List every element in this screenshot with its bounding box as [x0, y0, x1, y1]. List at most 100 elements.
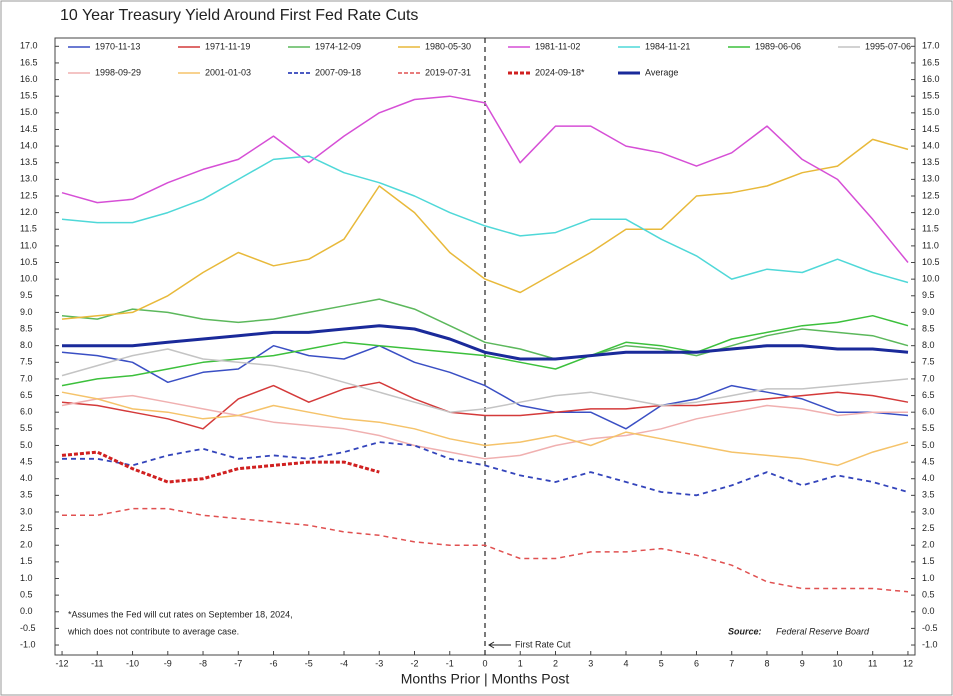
- y-tick-label: 14.5: [20, 124, 38, 134]
- x-tick-label: 9: [800, 658, 805, 668]
- x-tick-label: 6: [694, 658, 699, 668]
- y-tick-label: 16.5: [20, 57, 38, 67]
- y-tick-label-right: 7.0: [922, 373, 935, 383]
- note-line: *Assumes the Fed will cut rates on Septe…: [68, 609, 293, 619]
- x-tick-label: -3: [375, 658, 383, 668]
- y-tick-label-right: 17.0: [922, 41, 940, 51]
- x-tick-label: 10: [832, 658, 842, 668]
- source-label: Source:: [728, 626, 762, 636]
- y-tick-label: 15.0: [20, 107, 38, 117]
- legend-label: 2019-07-31: [425, 67, 471, 77]
- series-line: [61, 394, 908, 460]
- x-tick-label: 4: [623, 658, 628, 668]
- series-line: [62, 507, 909, 593]
- y-tick-label-right: 10.5: [922, 257, 940, 267]
- y-tick-label: 3.5: [20, 490, 33, 500]
- y-tick-label-right: 3.5: [922, 490, 935, 500]
- x-tick-label: -8: [199, 658, 207, 668]
- y-tick-label: 7.0: [20, 373, 33, 383]
- series-line: [61, 95, 909, 263]
- y-tick-label-right: 8.5: [922, 323, 935, 333]
- series-line: [61, 391, 909, 467]
- x-tick-label: 8: [764, 658, 769, 668]
- y-tick-label: 6.0: [20, 407, 33, 417]
- series-line: [61, 138, 909, 320]
- y-tick-label-right: 5.5: [922, 423, 935, 433]
- legend-label: 1970-11-13: [95, 41, 140, 51]
- y-tick-label-right: 4.0: [922, 473, 935, 483]
- y-tick-label-right: 16.0: [922, 74, 940, 84]
- y-tick-label: 11.5: [20, 224, 37, 234]
- y-tick-label-right: 15.0: [922, 107, 940, 117]
- y-tick-label-right: 9.5: [922, 290, 935, 300]
- y-tick-label: 1.5: [20, 556, 33, 566]
- x-tick-label: -10: [126, 658, 139, 668]
- y-tick-label-right: 3.0: [922, 506, 935, 516]
- x-tick-label: 7: [729, 658, 734, 668]
- note-line: which does not contribute to average cas…: [67, 626, 239, 636]
- x-tick-label: -1: [446, 658, 454, 668]
- y-tick-label-right: 8.0: [922, 340, 935, 350]
- x-tick-label: 5: [659, 658, 664, 668]
- chart-title: 10 Year Treasury Yield Around First Fed …: [60, 7, 418, 24]
- y-tick-label: 8.0: [20, 340, 33, 350]
- y-tick-label-right: 10.0: [922, 274, 940, 284]
- series-line: [61, 450, 380, 484]
- y-tick-label-right: 1.5: [922, 556, 935, 566]
- y-tick-label-right: 6.0: [922, 407, 935, 417]
- y-tick-label: 5.5: [20, 423, 33, 433]
- legend-label: 1998-09-29: [95, 67, 141, 77]
- x-tick-label: -11: [91, 658, 103, 668]
- y-tick-label-right: 13.5: [922, 157, 940, 167]
- y-tick-label: 8.5: [20, 323, 33, 333]
- legend-label: Average: [645, 67, 678, 77]
- y-tick-label-right: 1.0: [922, 573, 935, 583]
- y-tick-label: 11.0: [20, 240, 37, 250]
- y-tick-label-right: 9.0: [922, 307, 935, 317]
- x-tick-label: -7: [234, 658, 242, 668]
- series-line: [61, 298, 909, 360]
- y-tick-label: 10.5: [20, 257, 38, 267]
- y-tick-label-right: 2.5: [922, 523, 935, 533]
- y-tick-label: 9.0: [20, 307, 33, 317]
- y-tick-label-right: 0.0: [922, 606, 935, 616]
- x-tick-label: -5: [305, 658, 313, 668]
- y-tick-label: 14.0: [20, 140, 38, 150]
- legend-label: 1989-06-06: [755, 41, 801, 51]
- y-tick-label: 5.0: [20, 440, 33, 450]
- y-tick-label-right: 15.5: [922, 91, 940, 101]
- y-tick-label: 12.5: [20, 190, 38, 200]
- y-tick-label: 13.0: [20, 174, 38, 184]
- y-tick-label: 15.5: [20, 91, 38, 101]
- y-tick-label-right: 6.5: [922, 390, 935, 400]
- y-tick-label-right: 12.5: [922, 190, 940, 200]
- x-tick-label: -6: [270, 658, 278, 668]
- y-tick-label-right: 2.0: [922, 540, 935, 550]
- y-tick-label-right: 4.5: [922, 456, 935, 466]
- y-tick-label: 6.5: [20, 390, 33, 400]
- y-tick-label-right: 7.5: [922, 357, 935, 367]
- y-tick-label: 16.0: [20, 74, 38, 84]
- y-tick-label: 4.0: [20, 473, 33, 483]
- y-tick-label: 17.0: [20, 41, 38, 51]
- legend-label: 1974-12-09: [315, 41, 361, 51]
- x-tick-label: 3: [588, 658, 593, 668]
- legend-label: 1971-11-19: [205, 41, 250, 51]
- y-tick-label: 9.5: [20, 290, 33, 300]
- y-tick-label: 12.0: [20, 207, 38, 217]
- y-tick-label-right: -1.0: [922, 639, 938, 649]
- y-tick-label-right: -0.5: [922, 623, 938, 633]
- y-tick-label-right: 14.0: [922, 140, 940, 150]
- y-tick-label-right: 11.5: [922, 224, 939, 234]
- y-tick-label: 2.0: [20, 540, 33, 550]
- y-tick-label-right: 11.0: [922, 240, 939, 250]
- cut-arrow: [488, 641, 511, 649]
- legend-label: 1984-11-21: [645, 41, 690, 51]
- y-tick-label: 1.0: [20, 573, 33, 583]
- series-line: [61, 155, 909, 284]
- legend-label: 2001-01-03: [205, 67, 251, 77]
- legend-label: 2007-09-18: [315, 67, 361, 77]
- x-tick-label: 1: [518, 658, 523, 668]
- y-tick-label-right: 14.5: [922, 124, 940, 134]
